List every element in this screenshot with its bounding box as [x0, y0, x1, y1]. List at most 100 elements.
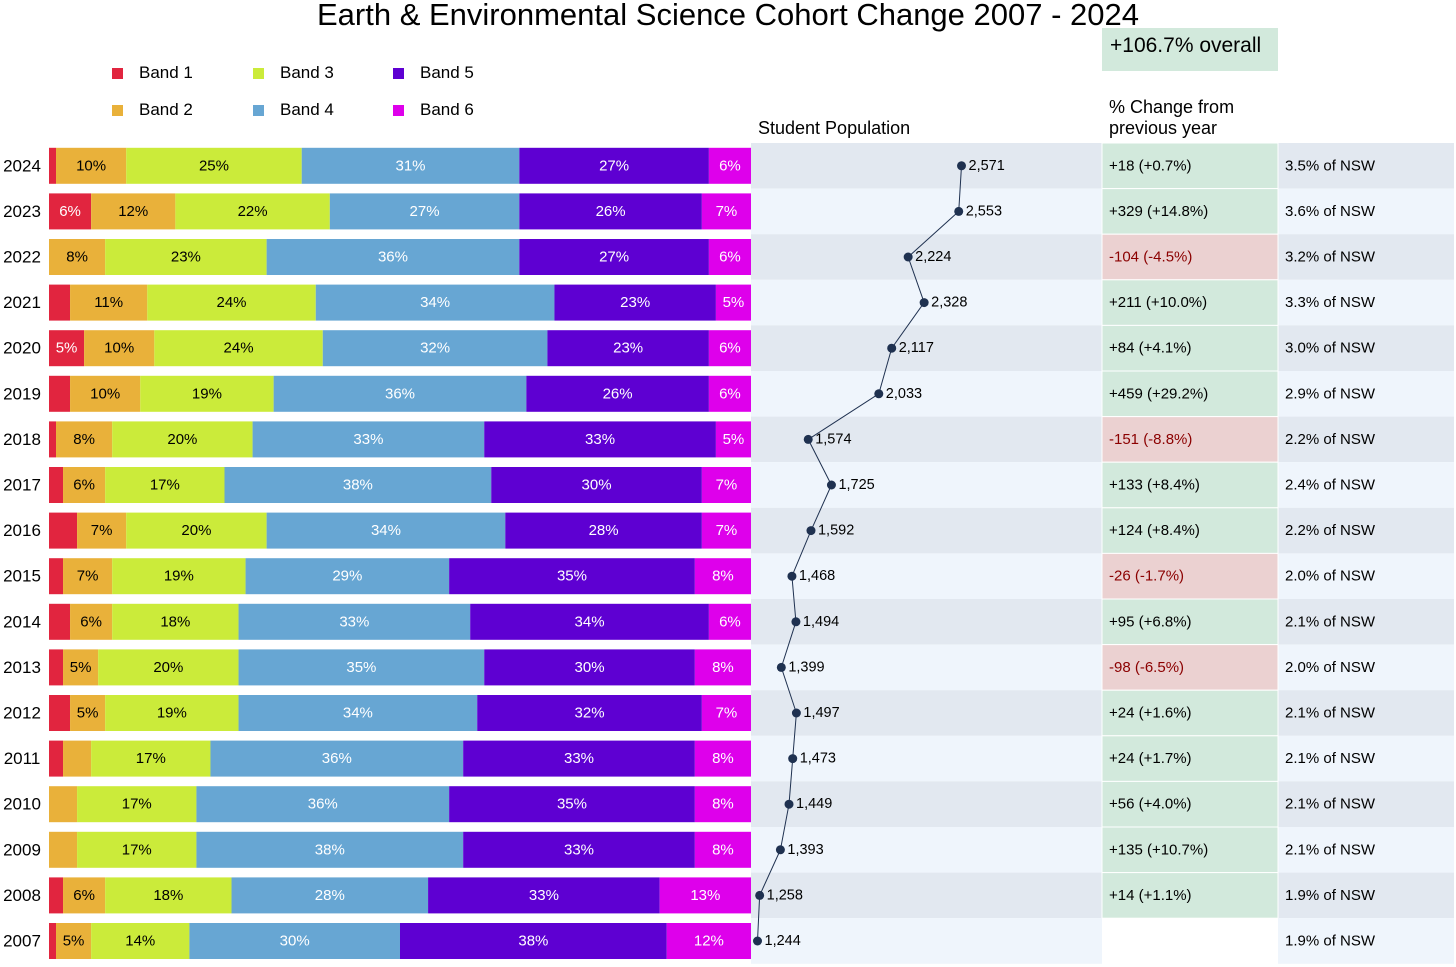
bar-label-band-5: 32% [575, 705, 605, 722]
bar-segment-band-3 [105, 467, 225, 503]
nsw-share: 2.0% of NSW [1285, 568, 1376, 585]
chart-title: Earth & Environmental Science Cohort Cha… [317, 0, 1139, 32]
bar-segment-band-5 [428, 877, 660, 914]
population-row-bg [751, 781, 1102, 827]
bar-label-band-4: 27% [410, 203, 440, 220]
bar-segment-band-5 [505, 512, 702, 549]
population-point [803, 434, 813, 444]
bar-segment-band-4 [196, 786, 450, 823]
population-label: 1,473 [800, 751, 836, 767]
bar-label-band-3: 24% [217, 294, 247, 311]
bar-label-band-4: 33% [353, 431, 383, 448]
legend-label-band-1: Band 1 [139, 63, 193, 82]
bar-segment-band-4 [224, 467, 492, 503]
population-row-bg [751, 371, 1102, 417]
nsw-row-bg [1278, 553, 1454, 599]
bar-label-band-5: 33% [564, 750, 594, 767]
nsw-share: 2.2% of NSW [1285, 431, 1376, 448]
bar-label-band-5: 30% [575, 659, 605, 676]
population-row-bg [751, 188, 1102, 235]
bar-segment-band-4 [238, 603, 471, 640]
change-cell-bg [1101, 233, 1279, 281]
bar-segment-band-3 [105, 877, 232, 914]
nsw-row-bg [1278, 234, 1454, 280]
legend-label-band-5: Band 5 [420, 63, 474, 82]
bar-label-band-3: 14% [125, 933, 155, 950]
bar-label-band-6: 7% [716, 705, 738, 722]
population-label: 2,224 [915, 249, 951, 265]
bar-label-band-4: 30% [280, 933, 310, 950]
nsw-row-bg [1278, 918, 1454, 964]
change-value: +14 (+1.1%) [1109, 887, 1192, 904]
population-label: 1,497 [803, 705, 839, 721]
population-point [887, 343, 897, 353]
bar-label-band-4: 34% [343, 705, 373, 722]
bar-label-band-2: 6% [73, 887, 95, 904]
nsw-row-bg [1278, 325, 1454, 371]
bar-segment-band-2 [63, 740, 92, 777]
bar-segment-band-2 [70, 375, 141, 412]
bar-segment-band-3 [112, 421, 253, 458]
year-label: 2010 [3, 795, 41, 814]
bar-segment-band-1 [49, 512, 78, 549]
bar-segment-band-1 [49, 603, 71, 640]
change-value: -151 (-8.8%) [1109, 431, 1192, 448]
bar-label-band-4: 34% [371, 522, 401, 539]
bar-label-band-1: 6% [59, 203, 81, 220]
bar-segment-band-2 [70, 284, 148, 321]
nsw-row-bg [1278, 735, 1454, 782]
bar-segment-band-5 [519, 147, 709, 184]
change-value: +133 (+8.4%) [1109, 477, 1200, 494]
legend-swatch-band-1 [112, 67, 123, 79]
change-value: +24 (+1.6%) [1109, 705, 1192, 722]
population-row-bg [751, 918, 1102, 964]
change-value: -104 (-4.5%) [1109, 249, 1192, 266]
nsw-share: 3.2% of NSW [1285, 249, 1376, 266]
bar-segment-band-5 [484, 421, 716, 458]
bar-label-band-2: 5% [70, 659, 92, 676]
bar-segment-band-5 [477, 695, 702, 731]
year-label: 2018 [3, 430, 41, 449]
bar-label-band-5: 33% [585, 431, 615, 448]
bar-segment-band-1 [49, 877, 64, 914]
population-row-bg [751, 872, 1102, 919]
bar-segment-band-6 [701, 193, 751, 230]
nsw-row-bg [1278, 143, 1454, 189]
bar-label-band-4: 38% [315, 841, 345, 858]
bar-segment-band-6 [694, 558, 751, 595]
change-value: +18 (+0.7%) [1109, 157, 1192, 174]
legend-label-band-6: Band 6 [420, 100, 474, 119]
population-label: 1,725 [838, 477, 874, 493]
population-point [826, 480, 836, 490]
bar-segment-band-3 [126, 147, 302, 184]
population-row-bg [751, 234, 1102, 280]
population-point [755, 890, 765, 900]
population-label: 2,033 [886, 386, 922, 402]
bar-segment-band-5 [547, 330, 709, 367]
bar-segment-band-4 [189, 923, 400, 959]
bar-segment-band-6 [701, 467, 751, 503]
nsw-row-bg [1278, 279, 1454, 326]
change-cell-bg [1101, 598, 1279, 646]
nsw-row-bg [1278, 507, 1454, 554]
nsw-share: 3.0% of NSW [1285, 340, 1376, 357]
population-point [791, 617, 801, 627]
population-point [957, 161, 966, 171]
bar-segment-band-5 [463, 831, 695, 868]
bar-label-band-4: 33% [339, 613, 369, 630]
nsw-share: 2.0% of NSW [1285, 659, 1376, 676]
population-row-bg [751, 827, 1102, 873]
bar-label-band-1: 5% [56, 340, 78, 357]
year-label: 2012 [3, 704, 41, 723]
bar-label-band-6: 8% [712, 796, 734, 813]
population-point [788, 754, 798, 764]
legend-item-band-2: Band 2 [112, 99, 193, 121]
bar-label-band-4: 32% [420, 340, 450, 357]
bar-label-band-2: 10% [76, 157, 106, 174]
bar-segment-band-3 [175, 193, 330, 230]
bar-segment-band-1 [49, 193, 92, 230]
nsw-share: 3.6% of NSW [1285, 203, 1376, 220]
bar-segment-band-4 [266, 512, 506, 549]
nsw-row-bg [1278, 416, 1454, 463]
bar-label-band-5: 28% [589, 522, 619, 539]
